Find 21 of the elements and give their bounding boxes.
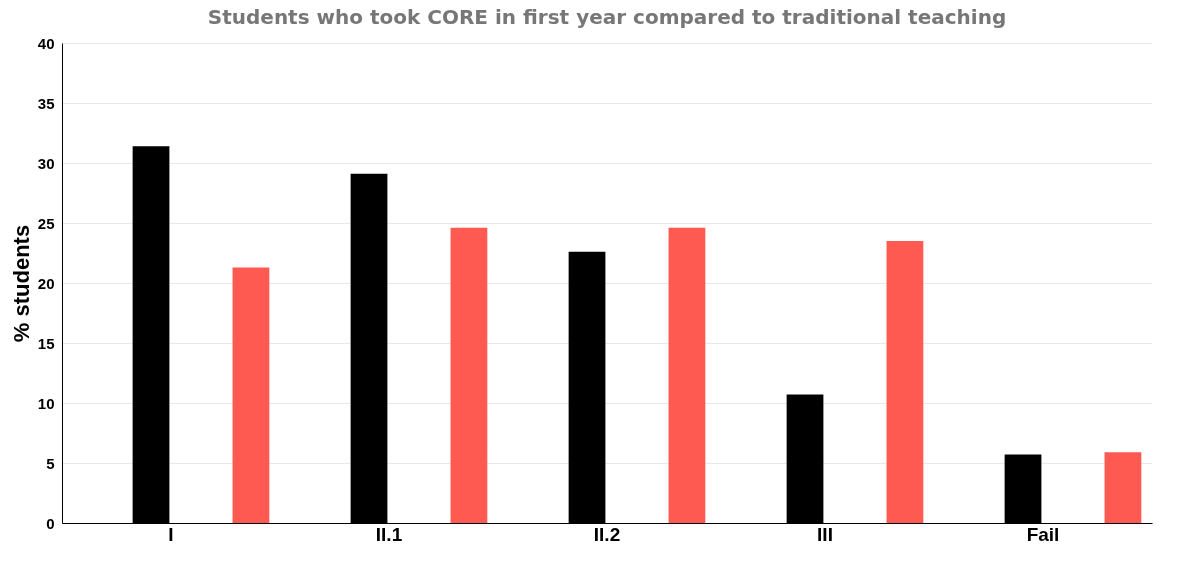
y-tick-label: 0 <box>46 514 55 532</box>
y-tick-label: 40 <box>37 34 55 52</box>
chart-title: Students who took CORE in first year compared to traditional teaching <box>207 5 1007 29</box>
bar <box>232 267 270 523</box>
y-axis-title: % students <box>8 224 34 343</box>
y-tick-label: 15 <box>37 334 55 352</box>
x-tick-label: III <box>817 523 833 545</box>
x-tick-label: II.1 <box>375 523 403 545</box>
x-tick-label: II.2 <box>593 523 621 545</box>
y-tick-label: 20 <box>37 274 55 292</box>
y-tick-label: 10 <box>37 394 55 412</box>
bar <box>886 241 924 523</box>
y-tick-label: 5 <box>46 454 55 472</box>
y-tick-label: 30 <box>37 154 55 172</box>
y-tick-label: 25 <box>37 214 55 232</box>
bar <box>668 227 706 523</box>
x-tick-label: I <box>168 523 174 545</box>
y-tick-label: 35 <box>37 94 55 112</box>
bar <box>450 227 488 523</box>
x-tick-label: Fail <box>1026 523 1060 545</box>
bar <box>1104 452 1142 523</box>
